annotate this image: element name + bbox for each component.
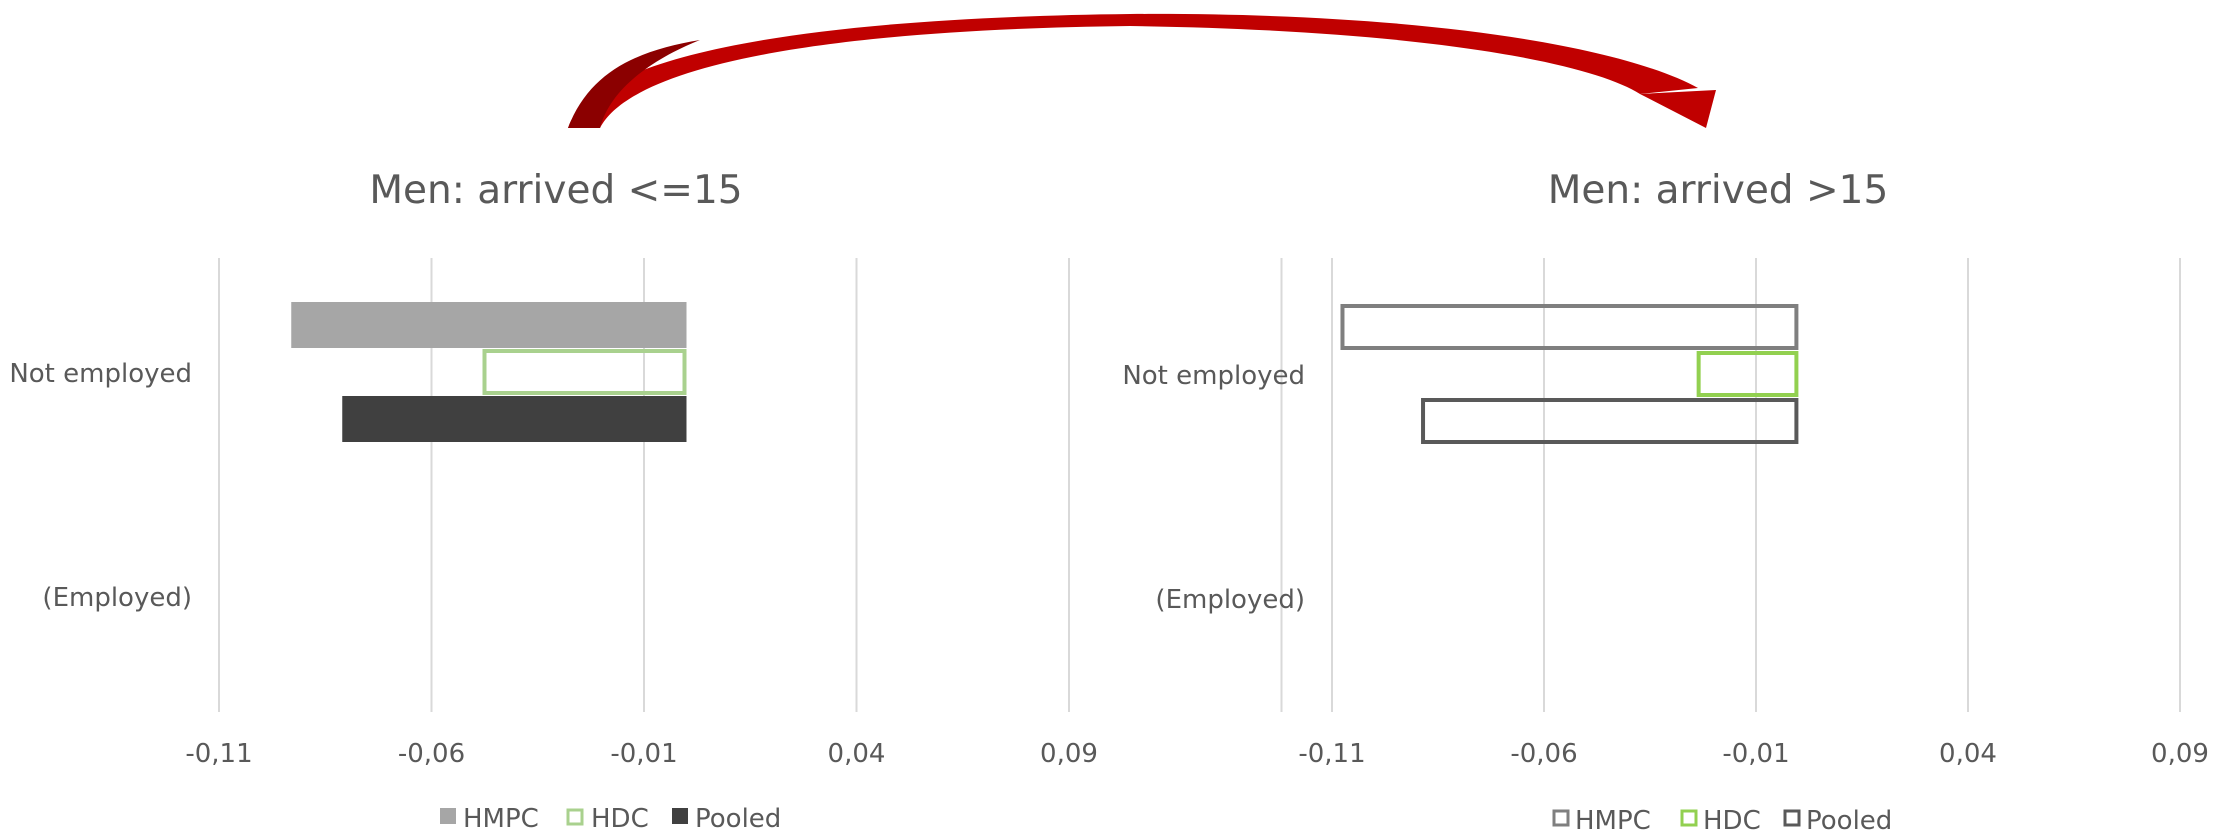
legend-swatch-pooled — [672, 808, 688, 824]
legend-swatch-hdc — [566, 808, 584, 826]
x-tick-label: -0,11 — [1298, 739, 1365, 769]
x-tick-label: 0,09 — [1040, 739, 1098, 769]
x-tick-label: 0,04 — [1939, 739, 1997, 769]
transition-arrow — [568, 13, 1716, 129]
legend-swatch-hdc — [1680, 809, 1698, 827]
legend-swatch-hmpc — [440, 808, 456, 824]
bar-hdc — [482, 349, 687, 395]
category-label-employed: (Employed) — [42, 583, 192, 613]
x-tick-labels: -0,11 -0,06 -0,01 0,04 0,09 — [185, 739, 1098, 769]
gridlines — [1331, 258, 2181, 712]
x-tick-label: -0,01 — [1722, 739, 1789, 769]
legend-label-hdc: HDC — [591, 804, 649, 832]
bars — [291, 302, 687, 442]
legend-label-hmpc: HMPC — [463, 804, 539, 832]
legend-label-pooled: Pooled — [1806, 806, 1892, 832]
x-tick-label: -0,11 — [185, 739, 252, 769]
legend-swatch-hmpc — [1552, 809, 1570, 827]
legend-label-pooled: Pooled — [695, 804, 781, 832]
chart-panel-left: Men: arrived <=15 Not employed (Employed… — [9, 168, 1283, 832]
bar-hmpc — [1340, 304, 1799, 350]
legend: HMPC HDC Pooled — [1552, 806, 1892, 832]
chart-panel-right: Men: arrived >15 Not employed (Employed)… — [1122, 168, 2209, 832]
bar-hmpc — [291, 302, 687, 348]
legend-swatch-pooled — [1783, 809, 1801, 827]
bar-pooled — [1421, 398, 1799, 444]
x-tick-label: 0,09 — [2151, 739, 2209, 769]
x-tick-label: -0,06 — [398, 739, 465, 769]
x-tick-label: -0,06 — [1510, 739, 1577, 769]
bar-hdc — [1696, 351, 1799, 397]
legend-label-hdc: HDC — [1703, 806, 1761, 832]
arrow-body — [568, 13, 1698, 129]
category-label-employed: (Employed) — [1155, 585, 1305, 615]
x-tick-label: 0,04 — [828, 739, 886, 769]
legend: HMPC HDC Pooled — [440, 804, 781, 832]
category-label-not-employed: Not employed — [9, 359, 192, 389]
arrow-shadow — [568, 40, 700, 128]
bars — [1340, 304, 1799, 444]
x-tick-labels: -0,11 -0,06 -0,01 0,04 0,09 — [1298, 739, 2209, 769]
category-label-not-employed: Not employed — [1122, 361, 1305, 391]
arrow-head — [1640, 90, 1716, 128]
legend-label-hmpc: HMPC — [1575, 806, 1651, 832]
x-tick-label: -0,01 — [610, 739, 677, 769]
chart-title: Men: arrived >15 — [1548, 168, 1889, 213]
chart-title: Men: arrived <=15 — [369, 168, 742, 213]
bar-pooled — [342, 396, 687, 442]
